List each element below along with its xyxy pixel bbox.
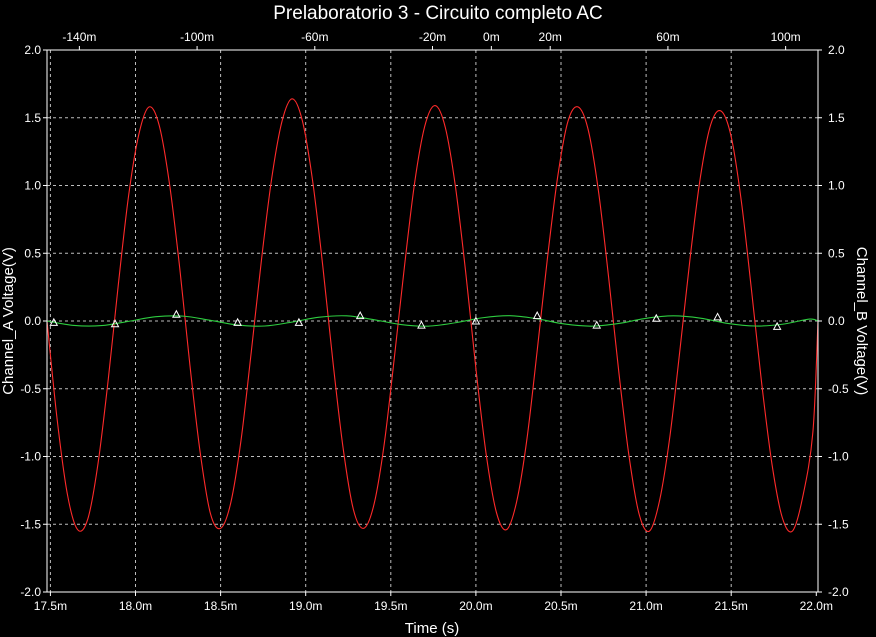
y-left-tick-label-7: -1.5 [20,517,41,531]
y-left-tick-label-0: 2.0 [24,43,41,57]
x-tick-label-1: 18.0m [119,599,152,613]
y-right-tick-label-7: -1.5 [828,517,849,531]
y-left-tick-label-1: 1.5 [24,111,41,125]
y-right-tick-label-8: -2.0 [828,585,849,599]
series-line-1 [46,315,819,327]
grid [47,50,818,592]
y-right-tick-label-3: 0.5 [828,246,845,260]
x-tick-label-8: 21.5m [715,599,748,613]
series-1-marker-1 [110,319,120,328]
x-tick-label-6: 20.5m [544,599,577,613]
y-left-tick-label-3: 0.5 [24,246,41,260]
x-tick-label-0: 17.5m [34,599,67,613]
series-1-marker-9 [592,320,602,329]
series-1-marker-2 [172,309,181,318]
y-left-tick-label-5: -0.5 [20,382,41,396]
y-right-tick-label-5: -0.5 [828,382,849,396]
x-axis-label: Time (s) [405,620,459,637]
top-tick-label-3: -20m [419,30,446,44]
top-axis-ticks: -140m -100m -60m -20m 0m 20m 60m 100m [62,30,801,50]
y-left-tick-label-4: 0.0 [24,314,41,328]
y-right-tick-label-4: 0.0 [828,314,845,328]
y-right-tick-label-0: 2.0 [828,43,845,57]
x-tick-label-9: 22.0m [800,599,833,613]
x-axis-ticks: 17.5m 18.0m 18.5m 19.0m 19.5m 20.0m 20.5m 21.0m… [34,592,833,613]
series-1-marker-5 [355,311,365,320]
top-tick-label-4: 0m [483,30,500,44]
top-tick-label-0: -140m [62,30,96,44]
top-tick-label-2: -60m [301,30,328,44]
chart-title: Prelaboratorio 3 - Circuito completo AC [273,3,602,24]
series-1-marker-12 [772,321,782,330]
y-right-tick-label-1: 1.5 [828,111,845,125]
top-tick-label-7: 100m [771,30,801,44]
x-tick-label-4: 19.5m [374,599,407,613]
series-1-marker-10 [651,313,661,322]
series-1-marker-0 [49,317,59,326]
series-1-marker-4 [294,317,304,326]
x-tick-label-3: 19.0m [289,599,322,613]
top-tick-label-6: 60m [656,30,679,44]
y-right-tick-label-6: -1.0 [828,450,849,464]
series-1-marker-11 [713,312,722,321]
y-right-axis-label: Channel_B Voltage(V) [853,247,870,395]
top-tick-label-5: 20m [539,30,562,44]
series-line-0 [46,98,819,533]
x-tick-label-5: 20.0m [459,599,492,613]
x-tick-label-2: 18.5m [204,599,237,613]
series-1-marker-7 [471,316,481,325]
y-left-axis-ticks: 2.0 1.5 1.0 0.5 0.0 -0.5 -1.0 -1.5 -2.0 [20,43,47,599]
series-1-marker-8 [532,311,542,320]
y-right-tick-label-2: 1.0 [828,179,845,193]
y-left-tick-label-8: -2.0 [20,585,41,599]
y-left-axis-label: Channel_A Voltage(V) [0,247,17,395]
y-right-axis-ticks: 2.0 1.5 1.0 0.5 0.0 -0.5 -1.0 -1.5 -2.0 [818,43,849,599]
x-tick-label-7: 21.0m [629,599,662,613]
plot-series [46,98,819,533]
y-left-tick-label-2: 1.0 [24,179,41,193]
y-left-tick-label-6: -1.0 [20,450,41,464]
series-1-marker-3 [233,317,242,326]
series-1-marker-6 [417,320,426,329]
top-tick-label-1: -100m [180,30,214,44]
